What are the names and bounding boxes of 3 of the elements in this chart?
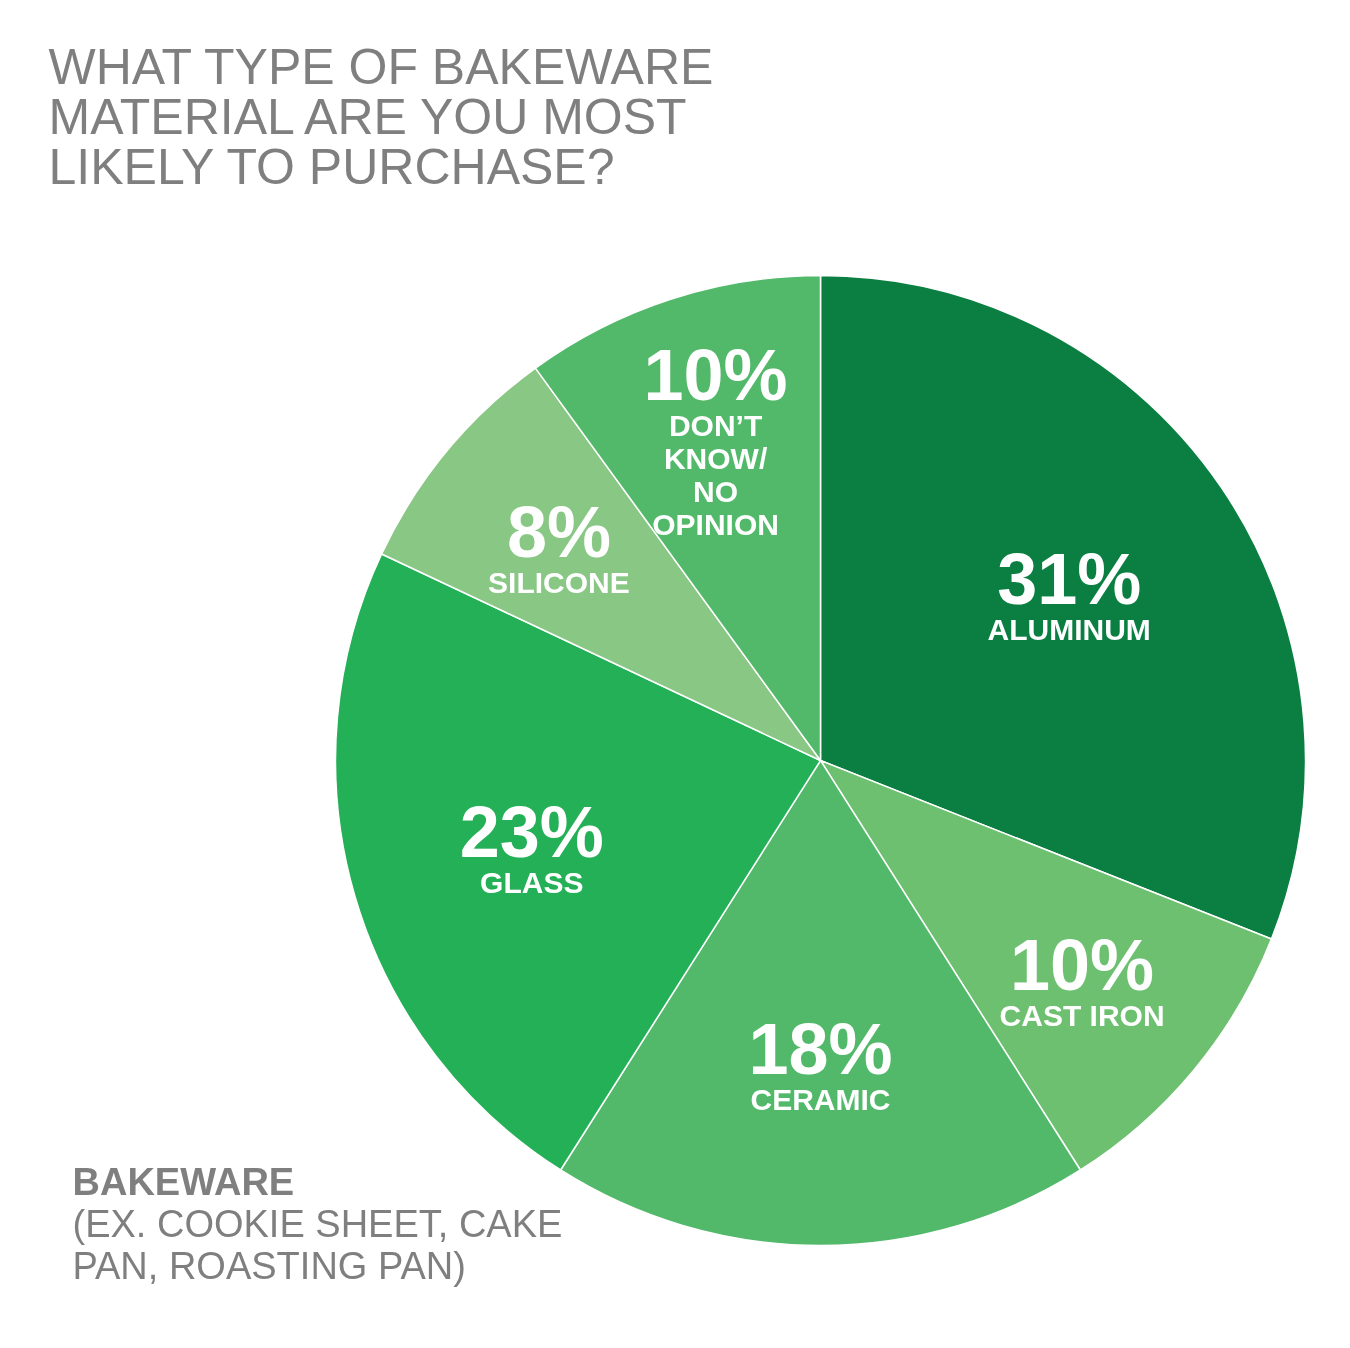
text: BAKEWARE: [72, 1160, 295, 1203]
chart-title: WHAT TYPE OF BAKEWARE MATERIAL ARE YOU MOST LIKELY TO PURCHASE?: [48, 38, 714, 195]
text: (EX. COOKIE SHEET, CAKE PAN, ROASTING PAN): [72, 1202, 563, 1287]
